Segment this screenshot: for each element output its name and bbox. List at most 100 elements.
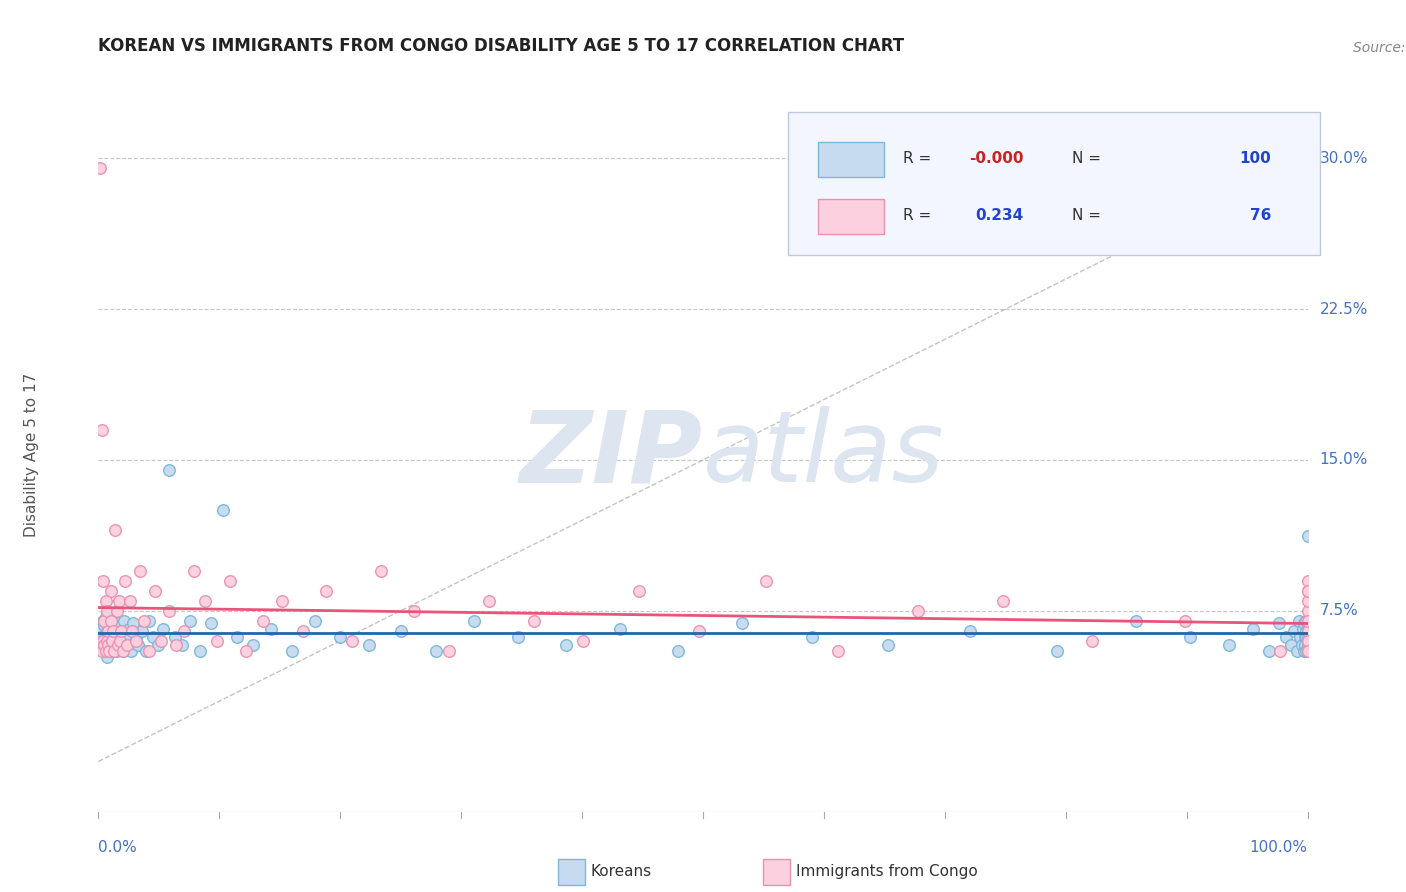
Point [111, 644, 134, 658]
Point [125, 630, 148, 644]
Text: 22.5%: 22.5% [1320, 301, 1368, 317]
Text: atlas: atlas [703, 407, 945, 503]
Text: N =: N = [1071, 152, 1105, 166]
Point [103, 614, 125, 628]
Point [96, 624, 118, 638]
Text: R =: R = [903, 209, 935, 223]
Point [101, 644, 124, 658]
Point [1292, 644, 1315, 658]
Point [359, 638, 381, 652]
Text: N =: N = [1071, 209, 1105, 223]
Point [152, 622, 174, 636]
Point [96, 633, 118, 648]
Point [219, 574, 242, 588]
Point [1295, 644, 1317, 658]
Point [1296, 638, 1319, 652]
Point [91, 633, 114, 648]
Point [96, 649, 118, 664]
Point [163, 630, 186, 644]
Point [98, 644, 121, 658]
Point [183, 564, 205, 578]
Point [1296, 604, 1319, 618]
Point [1241, 622, 1264, 636]
Point [666, 644, 689, 658]
Point [188, 644, 211, 658]
Point [134, 614, 156, 628]
Point [271, 593, 294, 607]
Point [118, 622, 141, 636]
Point [105, 604, 128, 618]
Point [1268, 644, 1291, 658]
Bar [818, 143, 884, 177]
Point [1296, 574, 1319, 588]
Point [146, 638, 169, 652]
Point [150, 633, 173, 648]
Point [1288, 614, 1310, 628]
Point [329, 630, 352, 644]
Point [100, 622, 122, 636]
Point [98, 644, 121, 658]
Point [93, 614, 115, 628]
Point [114, 630, 136, 644]
Point [555, 638, 578, 652]
Point [93, 633, 115, 648]
Point [115, 638, 138, 652]
Point [1279, 638, 1302, 652]
Text: 100: 100 [1240, 152, 1271, 166]
Point [111, 644, 134, 658]
Point [142, 630, 165, 644]
Point [121, 624, 143, 638]
Point [138, 614, 160, 628]
Point [877, 638, 900, 652]
Point [1296, 529, 1319, 543]
Point [108, 630, 131, 644]
Point [991, 593, 1014, 607]
Text: 0.0%: 0.0% [98, 840, 138, 855]
Point [170, 638, 193, 652]
Point [89, 161, 111, 176]
Point [100, 583, 122, 598]
Point [1294, 638, 1316, 652]
Point [100, 633, 122, 648]
Point [1257, 644, 1279, 658]
Point [342, 633, 364, 648]
Point [94, 638, 117, 652]
Point [1267, 615, 1289, 630]
Point [425, 644, 447, 658]
Point [110, 624, 132, 638]
Point [98, 628, 121, 642]
Point [959, 624, 981, 638]
Point [91, 614, 114, 628]
Point [572, 633, 595, 648]
Point [1289, 630, 1312, 644]
Text: -0.000: -0.000 [969, 152, 1024, 166]
Point [93, 617, 115, 632]
Point [304, 614, 326, 628]
Point [1292, 622, 1315, 636]
Text: KOREAN VS IMMIGRANTS FROM CONGO DISABILITY AGE 5 TO 17 CORRELATION CHART: KOREAN VS IMMIGRANTS FROM CONGO DISABILI… [98, 37, 904, 55]
Text: 7.5%: 7.5% [1320, 603, 1358, 618]
Point [157, 604, 180, 618]
Point [731, 615, 754, 630]
Point [194, 593, 217, 607]
Point [1174, 614, 1197, 628]
Point [1275, 630, 1298, 644]
Point [506, 630, 529, 644]
Point [143, 583, 166, 598]
Point [1296, 633, 1319, 648]
Point [93, 638, 115, 652]
Point [90, 630, 112, 644]
Point [179, 614, 201, 628]
Point [173, 624, 195, 638]
Text: ZIP: ZIP [520, 407, 703, 503]
Point [252, 614, 274, 628]
Point [627, 583, 650, 598]
Point [100, 614, 122, 628]
Point [91, 644, 114, 658]
Text: Source: ZipAtlas.com: Source: ZipAtlas.com [1354, 41, 1406, 55]
Text: Immigrants from Congo: Immigrants from Congo [796, 864, 977, 880]
Point [100, 614, 122, 628]
Point [100, 638, 122, 652]
Point [523, 614, 546, 628]
Point [104, 524, 127, 538]
